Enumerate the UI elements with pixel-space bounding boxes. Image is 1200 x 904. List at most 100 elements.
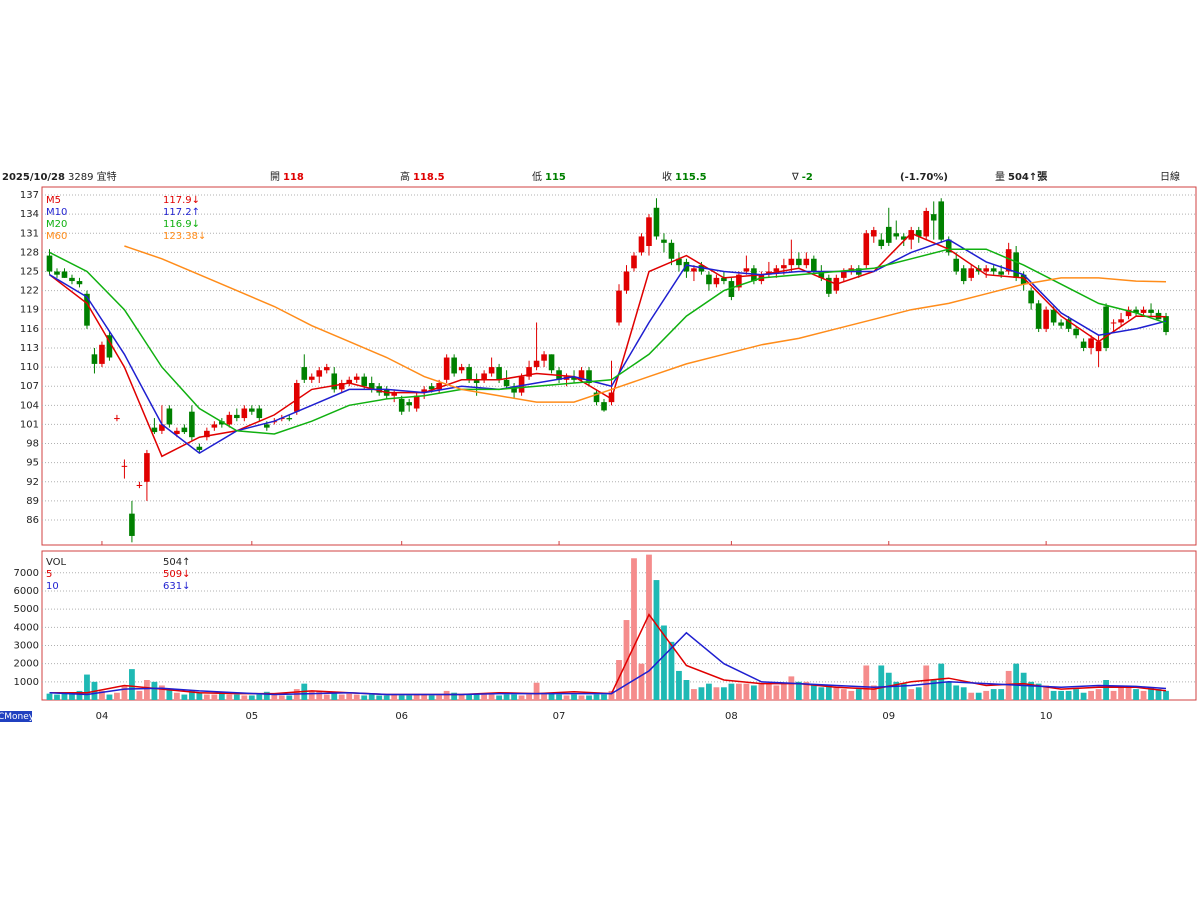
candle-body	[773, 268, 780, 272]
volume-bar	[930, 680, 937, 700]
candle-body	[428, 386, 435, 390]
candle-body	[676, 258, 682, 266]
header-label: 開	[270, 171, 280, 183]
candle-body	[908, 230, 915, 240]
volume-bar	[945, 681, 952, 700]
y-tick-label: 4000	[14, 622, 39, 633]
candle-body	[518, 376, 525, 393]
candle-body	[593, 392, 600, 403]
volume-bar	[376, 695, 383, 700]
volume-bar	[758, 683, 765, 700]
volume-bar	[451, 692, 458, 700]
volume-bar	[1050, 690, 1057, 700]
header-label: 量	[995, 171, 1005, 183]
volume-bar	[458, 694, 465, 700]
volume-bar	[586, 695, 592, 700]
candle-body	[668, 242, 675, 259]
candle-body	[803, 258, 810, 266]
volume-bar	[1125, 685, 1132, 700]
legend-value: 117.2↑	[163, 207, 200, 218]
candle-body	[900, 236, 907, 240]
volume-bar	[211, 694, 218, 700]
candle-body	[1013, 252, 1019, 278]
candle-body	[616, 290, 622, 323]
volume-bar	[1110, 690, 1117, 700]
header-label: 日線	[1160, 170, 1180, 183]
candle-body	[1148, 309, 1154, 313]
legend-name: 5	[46, 569, 52, 580]
volume-bar	[833, 687, 840, 700]
volume-bar	[646, 554, 652, 700]
volume-bar	[706, 683, 712, 700]
y-tick-label: 2000	[14, 659, 39, 670]
legend-name: M20	[46, 219, 67, 230]
y-tick-label: 113	[20, 343, 39, 354]
candle-body	[653, 207, 660, 237]
volume-bar	[593, 694, 600, 700]
volume-bar	[278, 695, 285, 700]
volume-bar	[721, 687, 727, 700]
volume-bar	[1073, 689, 1080, 700]
volume-bar	[533, 682, 540, 700]
y-tick-label: 122	[20, 286, 39, 297]
volume-bar	[676, 670, 682, 700]
candle-body	[691, 268, 697, 272]
candle-body	[1103, 306, 1109, 348]
volume-bar	[466, 693, 473, 700]
candle-body	[1028, 290, 1034, 304]
header-value: 504↑張	[1008, 171, 1048, 183]
y-tick-label: 86	[26, 515, 39, 526]
ma-line	[49, 613, 1167, 696]
candle-body	[1043, 309, 1049, 329]
candle-body	[406, 402, 412, 406]
candle-body	[1088, 338, 1094, 348]
ma-line	[49, 248, 1167, 435]
legend-value: 509↓	[163, 569, 190, 580]
volume-bar	[144, 680, 150, 700]
candle-body	[488, 367, 495, 374]
volume-bar	[631, 558, 637, 700]
volume-bar	[114, 692, 120, 700]
candle-body	[308, 376, 315, 380]
candle-body	[631, 255, 637, 269]
y-tick-label: 131	[20, 228, 39, 239]
volume-bar	[653, 580, 660, 700]
candle-body	[930, 214, 937, 221]
volume-bar	[188, 690, 195, 700]
volume-bar	[923, 665, 930, 700]
volume-bar	[541, 692, 547, 700]
x-tick-label: 10	[1040, 711, 1053, 722]
candle-body	[706, 274, 712, 285]
candle-body	[301, 367, 308, 380]
volume-bar	[151, 681, 158, 700]
volume-bar	[1133, 689, 1139, 700]
candle-body	[136, 484, 143, 486]
volume-bar	[765, 683, 772, 700]
candle-body	[1035, 303, 1042, 329]
volume-bar	[323, 694, 330, 700]
candle-body	[234, 414, 240, 419]
candle-body	[54, 271, 60, 275]
volume-bar	[121, 685, 128, 700]
candle-body	[174, 430, 180, 434]
volume-bar	[1140, 690, 1147, 700]
volume-bar	[511, 694, 517, 700]
volume-bar	[638, 663, 645, 700]
candle-body	[503, 379, 510, 387]
y-tick-label: 116	[20, 324, 39, 335]
candle-body	[481, 373, 487, 380]
volume-bar	[773, 685, 780, 700]
volume-bar	[271, 694, 278, 700]
volume-bar	[556, 694, 562, 700]
volume-bar	[233, 694, 240, 700]
volume-bar	[1028, 681, 1035, 700]
legend-value: 631↓	[163, 581, 190, 592]
volume-bar	[203, 694, 210, 700]
volume-bar	[1088, 690, 1094, 700]
volume-bar	[443, 690, 450, 700]
candle-body	[219, 421, 225, 425]
candle-body	[189, 411, 195, 438]
candle-body	[181, 427, 188, 433]
